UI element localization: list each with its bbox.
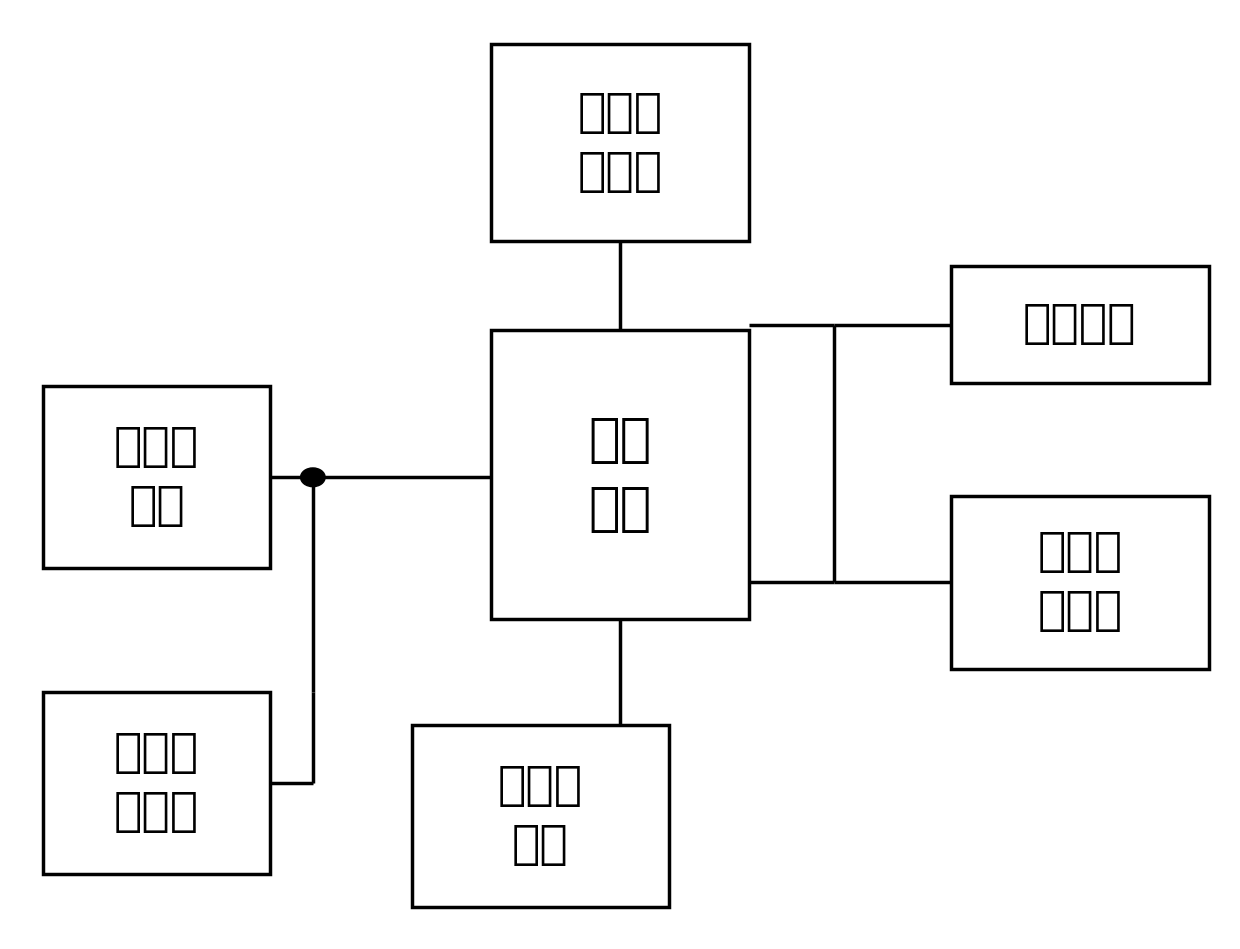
Bar (491, 45, 749, 241)
Bar (412, 725, 670, 907)
Bar (43, 692, 270, 874)
Text: 触控输
入模块: 触控输 入模块 (1037, 530, 1122, 634)
Text: 直流供
电模块: 直流供 电模块 (578, 90, 662, 195)
Bar (951, 495, 1209, 668)
Circle shape (300, 468, 325, 487)
Bar (43, 386, 270, 568)
Text: 显示模块: 显示模块 (1023, 303, 1137, 347)
Bar (951, 267, 1209, 383)
Text: 控制
模块: 控制 模块 (588, 415, 652, 534)
Text: 漏电保
护模块: 漏电保 护模块 (114, 731, 200, 835)
Text: 传感器
模块: 传感器 模块 (497, 764, 583, 867)
Bar (491, 329, 749, 620)
Text: 继电器
模块: 继电器 模块 (114, 425, 200, 530)
